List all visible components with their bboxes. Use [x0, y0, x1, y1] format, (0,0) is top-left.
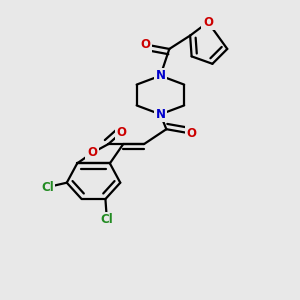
Text: O: O: [87, 146, 97, 160]
Text: O: O: [187, 127, 196, 140]
Text: O: O: [203, 16, 213, 29]
Text: Cl: Cl: [100, 213, 113, 226]
Text: Cl: Cl: [41, 181, 54, 194]
Text: N: N: [155, 69, 165, 82]
Text: N: N: [155, 108, 165, 121]
Text: O: O: [117, 126, 127, 139]
Text: O: O: [140, 38, 151, 51]
